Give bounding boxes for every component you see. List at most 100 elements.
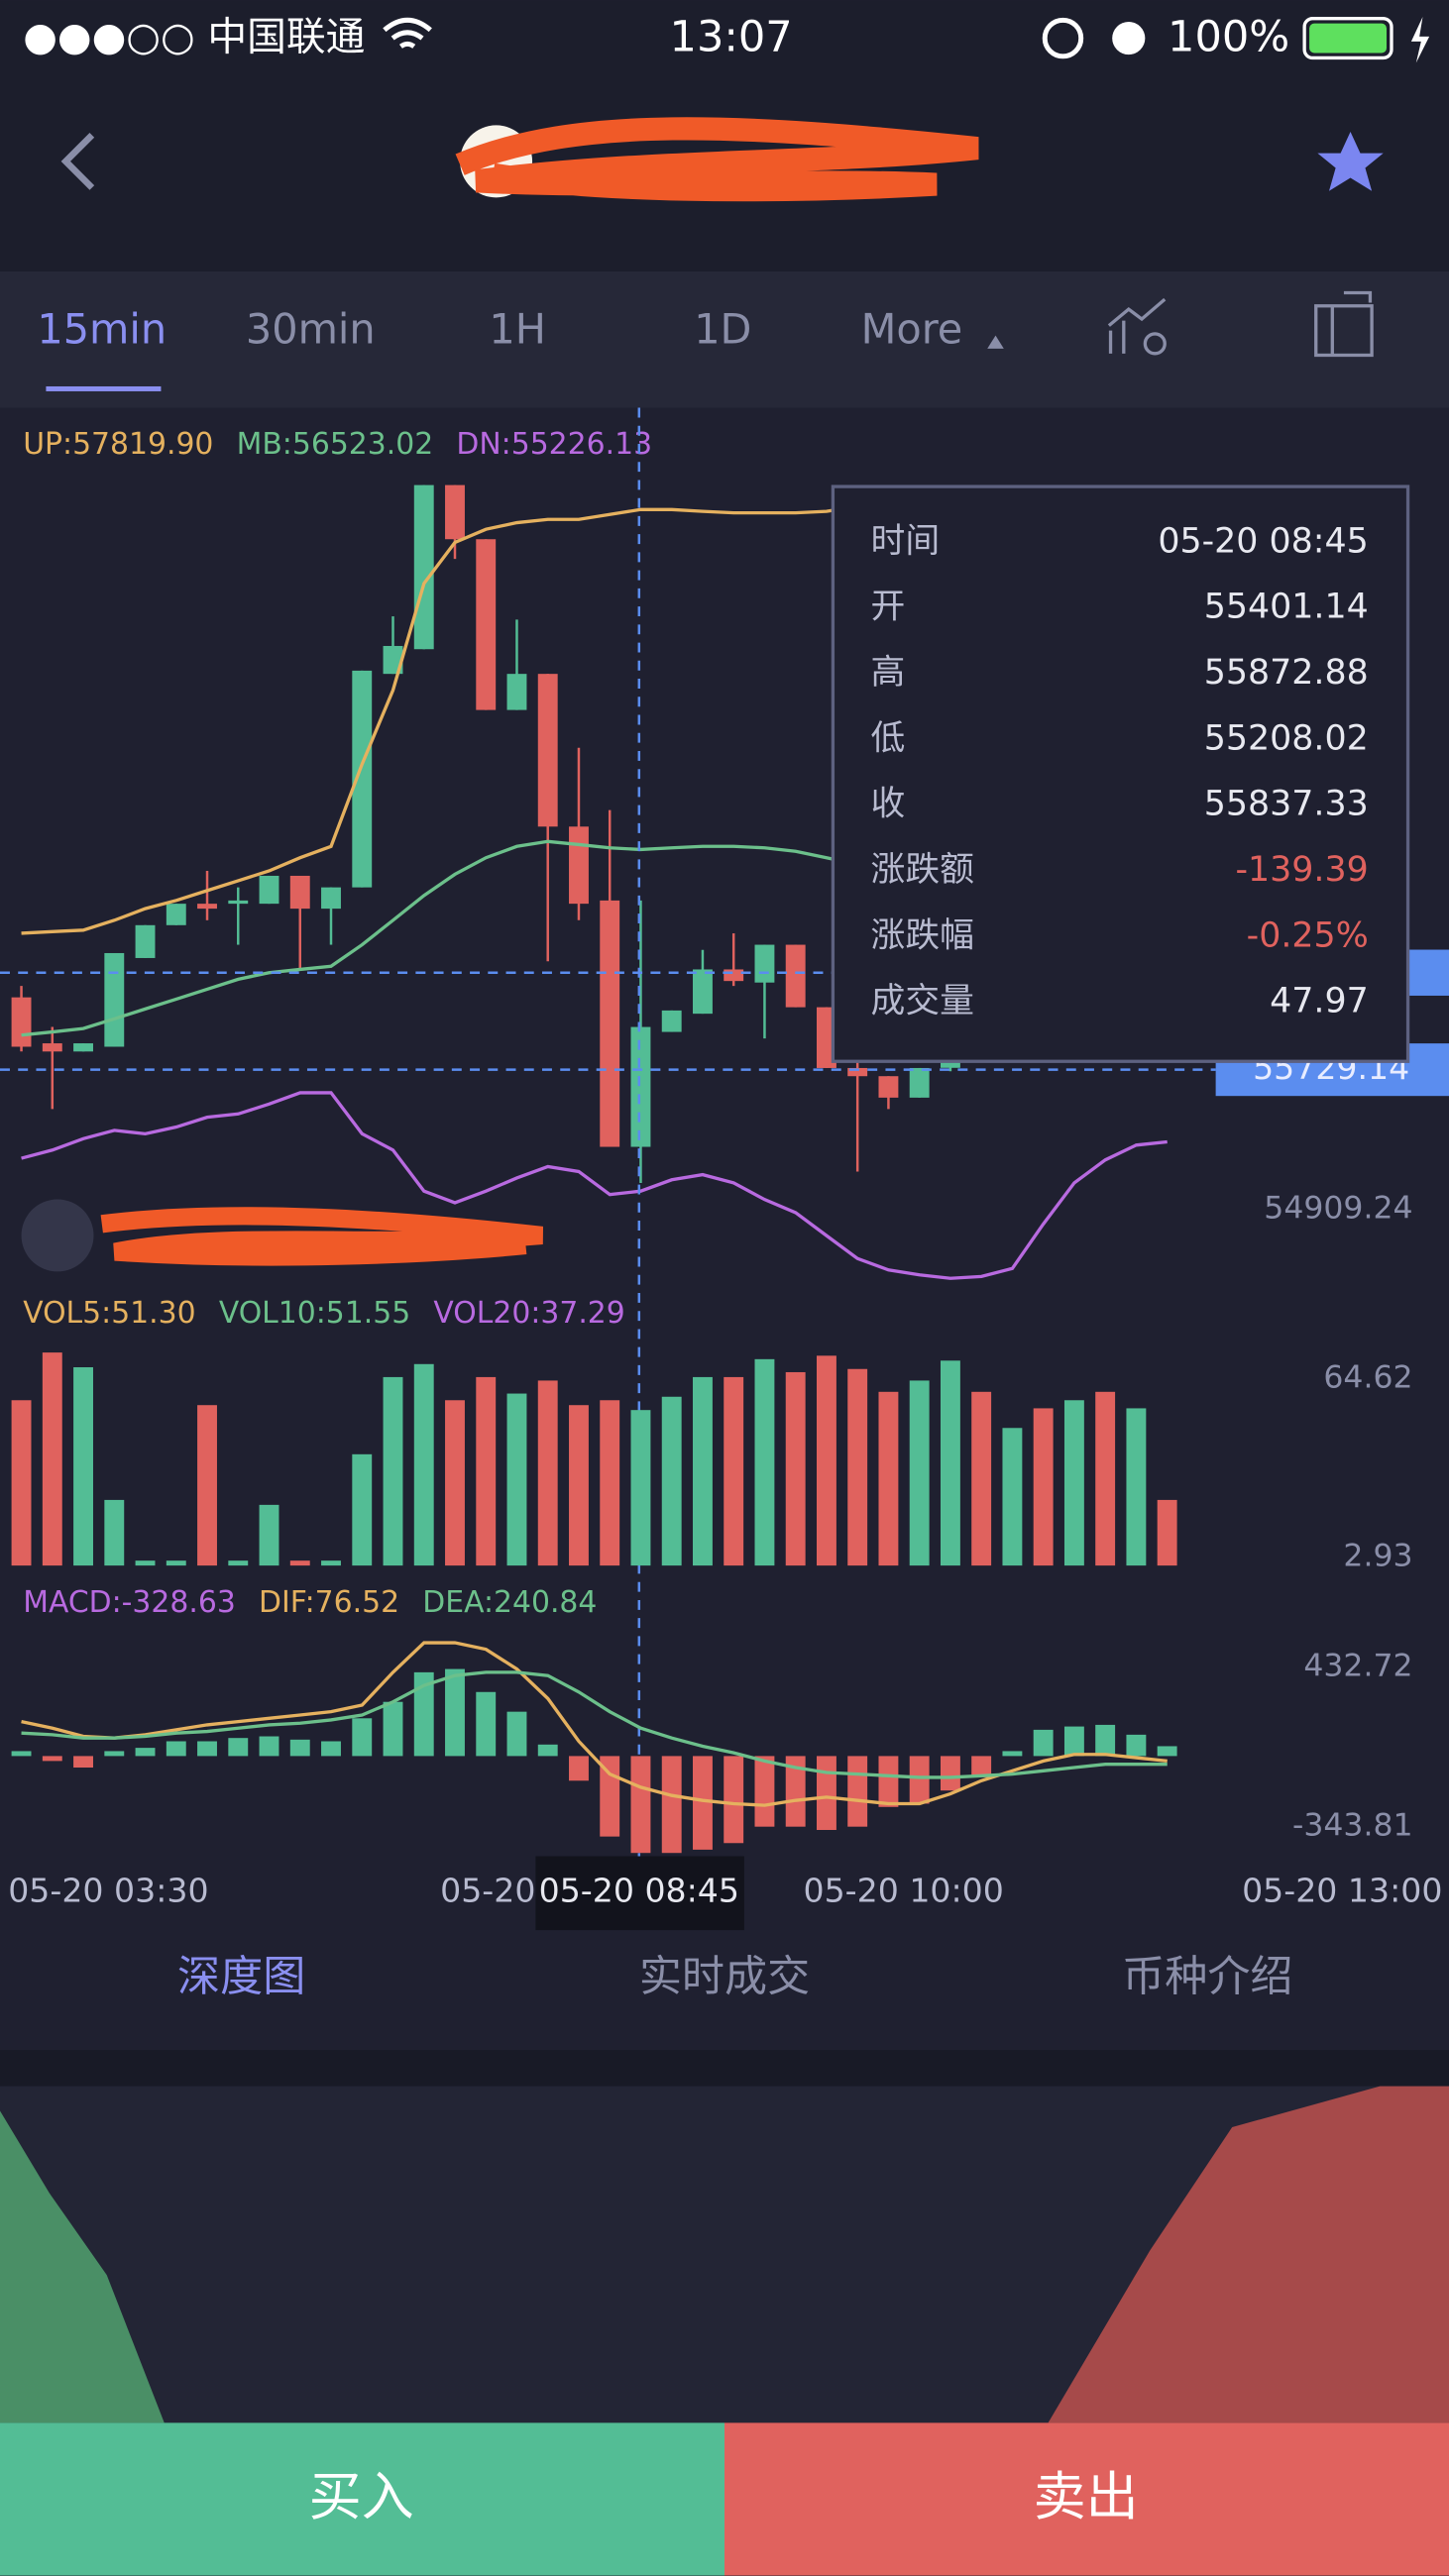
volume-bar [445,1400,465,1566]
tooltip-value: 55837.33 [1204,785,1369,824]
macd-bar [228,1738,249,1757]
legend-entry: MACD:-328.63 [23,1585,236,1620]
volume-bar [321,1560,341,1566]
tab[interactable]: 1H [489,305,546,353]
tooltip-label: 时间 [871,521,941,561]
macd-bar [785,1756,806,1827]
volume-bar [847,1368,868,1566]
tooltip-value: 55872.88 [1204,653,1369,693]
volume-bar [383,1376,403,1566]
more-caret [987,335,1004,349]
candle-body [445,484,465,540]
candle-body [73,1043,93,1052]
band-line [21,1091,1168,1280]
macd-bar [1033,1729,1054,1757]
legend-entry: VOL10:51.55 [219,1296,410,1331]
candle-body [569,826,589,905]
volume-bar [1033,1408,1054,1566]
y-tick-label: -343.81 [1292,1808,1413,1844]
time-axis: 05-20 03:30 05-20 05-20 08:45 05-20 10:00 05… [8,1856,1442,1931]
indicator-settings[interactable] [1107,297,1167,354]
sell-label[interactable]: 卖出 [1034,2466,1139,2527]
clock: 13:07 [670,13,793,62]
candle-body [754,944,775,983]
y-tick-label: 2.93 [1343,1539,1412,1574]
buy-label[interactable]: 买入 [309,2466,414,2527]
candle-body [506,674,527,710]
candle-body [693,969,713,1015]
buy-button[interactable] [0,2422,724,2576]
volume-bar [1126,1408,1147,1566]
tooltip-label: 涨跌额 [871,850,974,890]
info-tab[interactable]: 深度图 [177,1952,305,2001]
volume-bar [724,1376,744,1566]
macd-bar [73,1756,93,1769]
volume-bar [259,1504,279,1566]
tab[interactable]: 30min [246,305,376,353]
macd-bar [413,1671,434,1757]
macd-bar [321,1741,341,1757]
volume-bar [971,1391,992,1566]
rotate-screen[interactable] [1314,304,1374,358]
macd-line [21,1670,1168,1779]
rotate-arrow [1330,290,1373,356]
divider [0,2050,1449,2087]
info-tab[interactable]: 币种介绍 [1122,1952,1292,2001]
macd-bar [537,1744,558,1757]
battery-text: 100% [1168,13,1289,62]
macd-bar [197,1741,217,1757]
info-tab[interactable]: 实时成交 [639,1952,810,2001]
volume-bar [1095,1391,1116,1566]
legend-entry: MB:56523.02 [237,427,434,462]
tooltip-value: 47.97 [1270,982,1369,1021]
macd-bar [569,1756,589,1781]
volume-bar [476,1376,497,1566]
tab[interactable]: 1D [694,305,751,353]
volume-bar [661,1396,682,1566]
macd-bar [724,1756,744,1844]
alarm-icon [1112,21,1146,55]
y-tick-label: 64.62 [1323,1360,1412,1396]
volume-bar [600,1400,620,1566]
macd-bar [1002,1751,1023,1757]
volume-bar [1002,1428,1023,1566]
candle-body [11,997,32,1047]
tab[interactable]: 15min [37,305,167,353]
favorite-star[interactable] [1317,132,1384,191]
tooltip: 时间 05-20 08:45 开 55401.14 高 55872.88 低 55208.02… [831,484,1410,1063]
candle-body [42,1043,62,1052]
tooltip-value: -139.39 [1235,850,1368,890]
legend-entry: VOL5:51.30 [23,1296,195,1331]
volume-bar [197,1405,217,1566]
candle-body [909,1067,930,1098]
depth-bids [0,2110,165,2423]
tab-bar-bg [0,270,1449,408]
candle-body [135,924,156,958]
volume-bar [73,1367,93,1566]
legend-entry: DEA:240.84 [422,1585,597,1620]
gear [1143,332,1167,356]
macd-bar [909,1756,930,1804]
volume-bar [537,1380,558,1566]
bottom-tabs: 深度图 实时成交 币种介绍 [177,1952,1292,2001]
macd-bar [1126,1734,1147,1757]
macd-bar [661,1756,682,1854]
tooltip-value: 55401.14 [1204,588,1369,627]
macd-bar [383,1701,403,1757]
volume-bar [630,1410,651,1566]
sell-button[interactable] [724,2422,1449,2576]
wifi-icon [383,17,432,49]
volume-bar [1157,1499,1177,1566]
candle-body [413,484,434,650]
volume-bar [816,1355,836,1566]
macd-bar [42,1756,62,1762]
macd-bar [259,1736,279,1757]
candle-body [228,900,249,905]
back-button[interactable] [60,133,95,190]
candle-body [321,887,341,910]
tooltip-label: 涨跌幅 [871,915,974,955]
volume-bar [909,1380,930,1566]
tab[interactable]: More [861,305,963,353]
